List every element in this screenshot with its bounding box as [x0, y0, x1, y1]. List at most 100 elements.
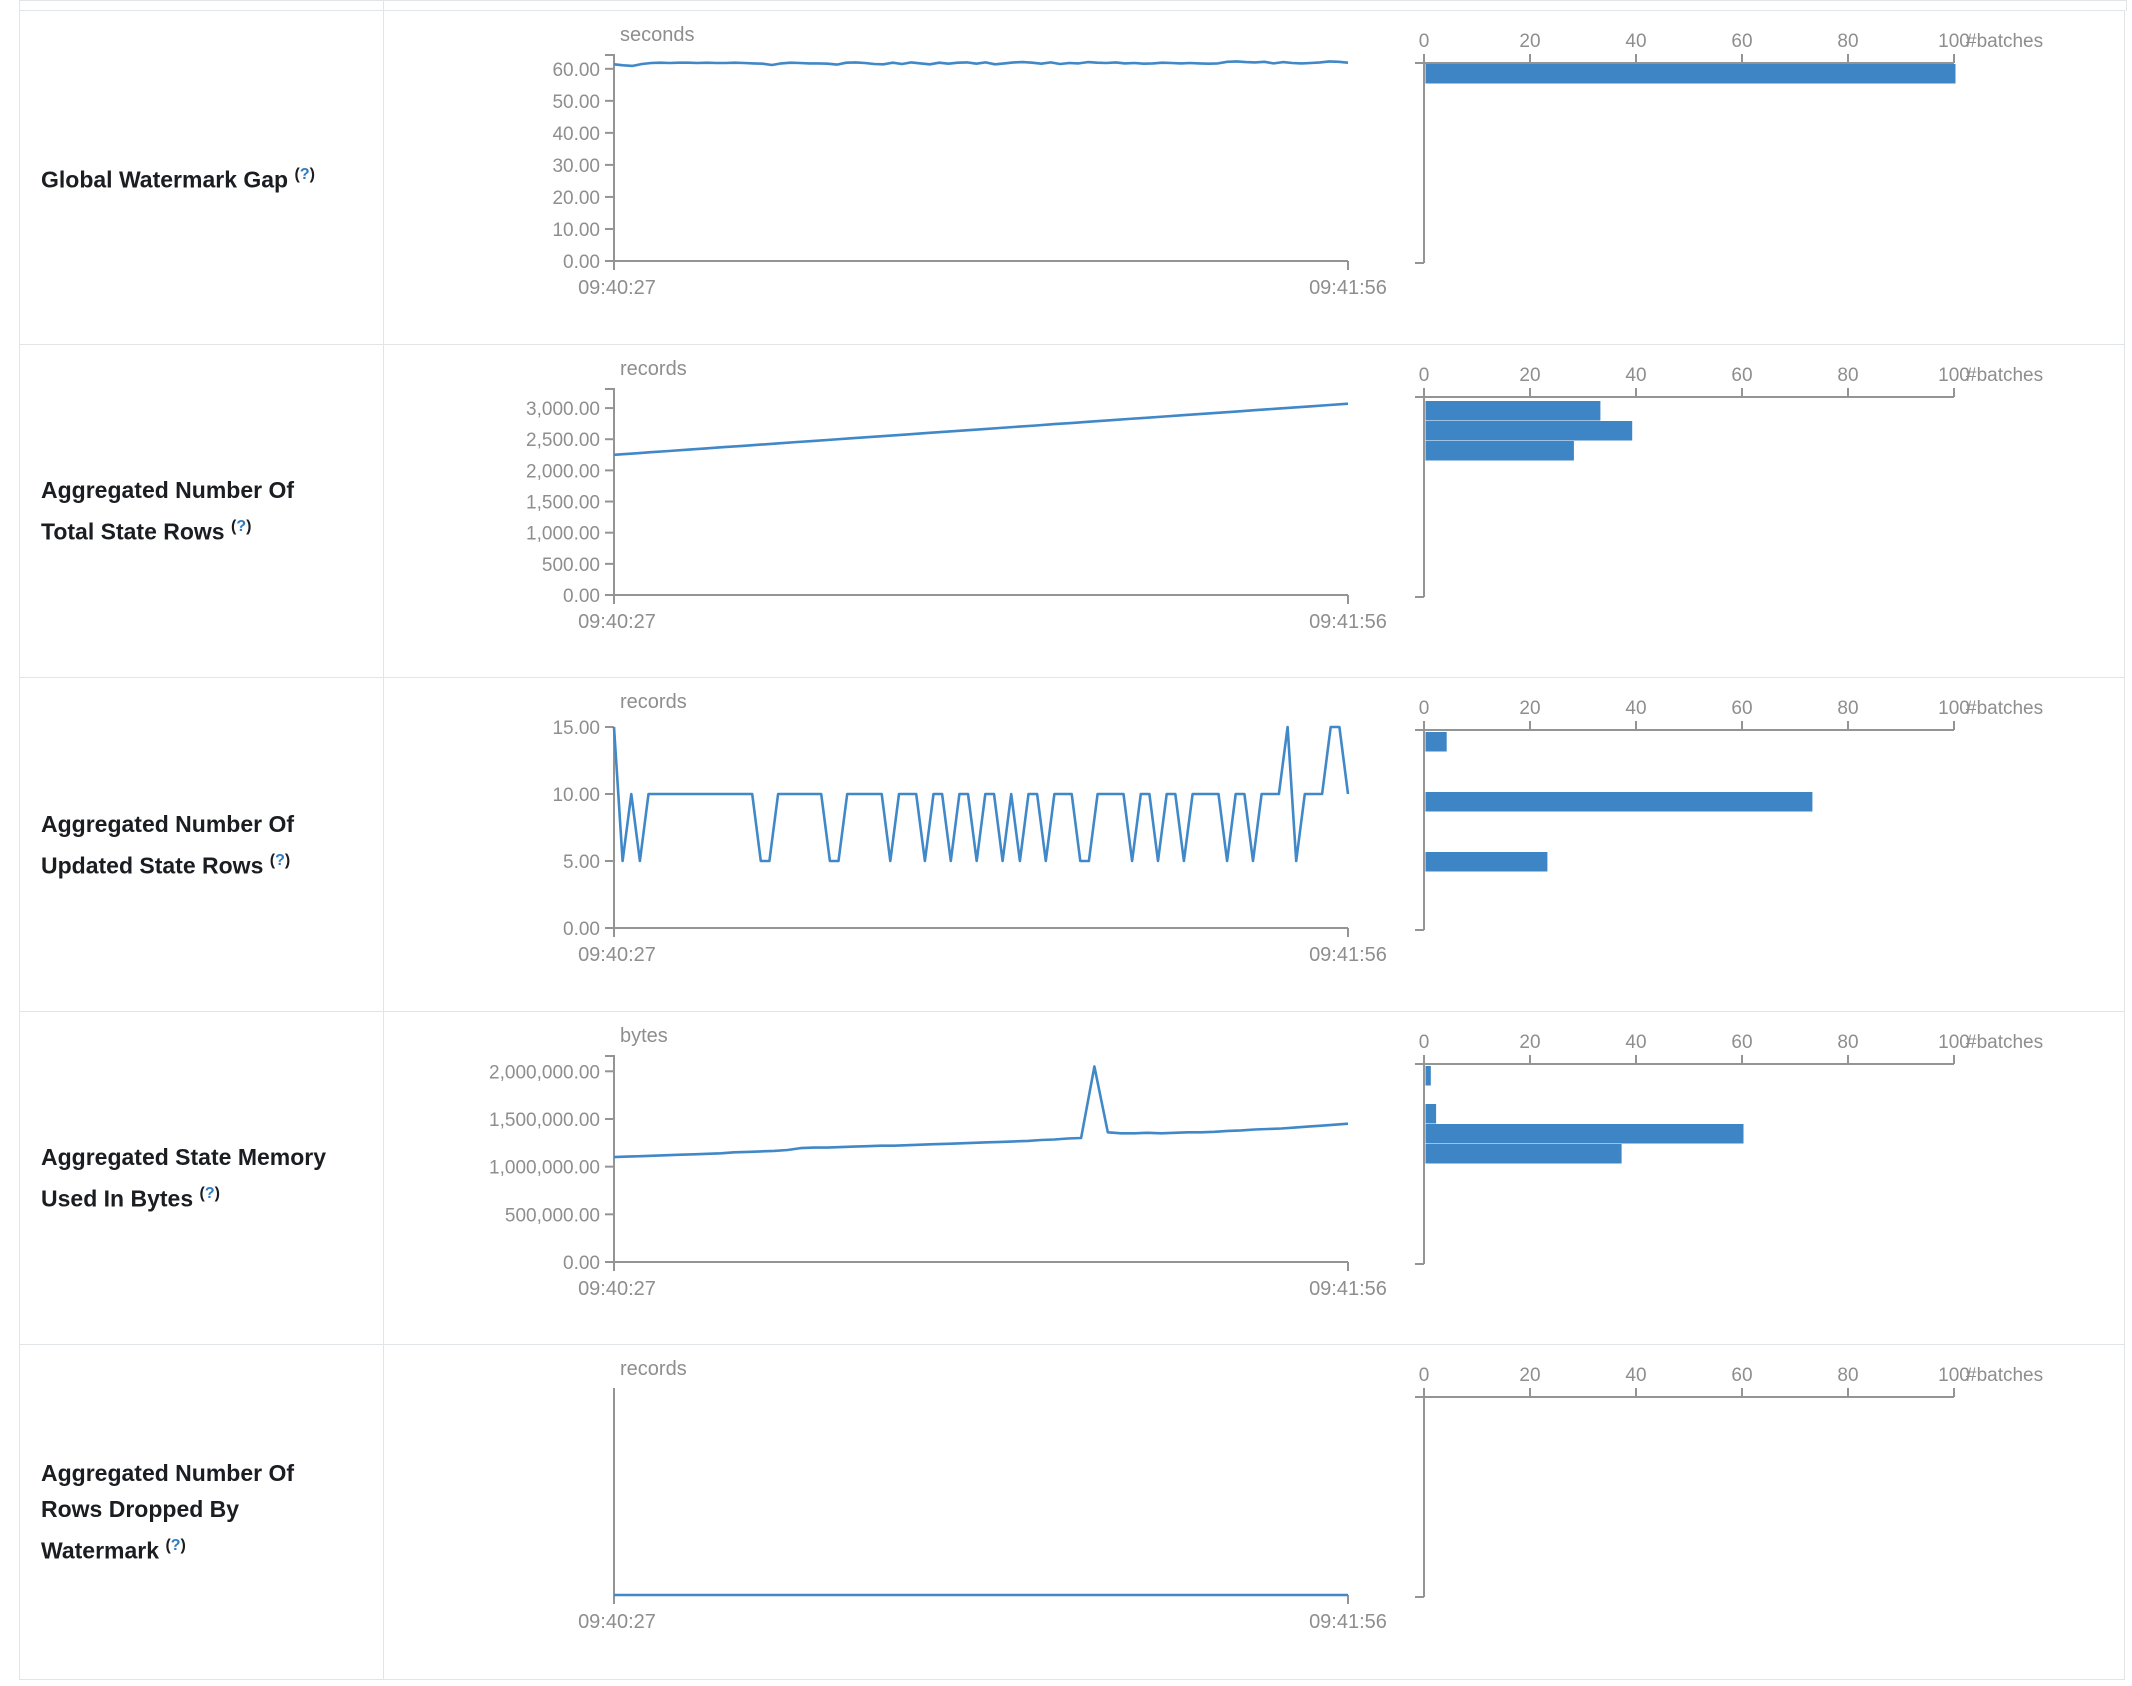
streaming-metrics-table: Global Watermark Gap (?) seconds 60.00 50.… [19, 10, 2125, 1680]
metric-charts-cell: records 15.00 10.00 5.00 0.00 09:40:27 09:41:5… [384, 678, 2127, 1011]
x-axis-start-label: 09:40:27 [578, 1611, 656, 1633]
y-tick-label: 40.00 [552, 124, 600, 145]
y-axis-unit-label: records [620, 358, 687, 380]
timeline-chart: records 09:40:27 09:41:56 [578, 1358, 1387, 1633]
histogram-tick-label: 100 [1938, 698, 1970, 719]
histogram-bar [1425, 852, 1548, 872]
x-axis-end-label: 09:41:56 [1309, 1611, 1387, 1633]
timeline-chart: bytes 2,000,000.00 1,500,000.00 1,000,000.0… [489, 1025, 1387, 1300]
histogram-chart: 0 20 40 60 80 100#batches [1415, 1365, 2043, 1599]
y-tick-label: 3,000.00 [526, 399, 600, 420]
histogram-chart: 0 20 40 60 80 100#batches [1415, 698, 2043, 932]
y-tick-label: 1,000,000.00 [489, 1157, 600, 1178]
help-link[interactable]: (?) [165, 1537, 186, 1555]
y-tick-label: 10.00 [552, 785, 600, 806]
metric-charts-cell: records 3,000.00 2,500.00 2,000.00 1,500.00 1… [384, 345, 2127, 678]
histogram-tick-label: 40 [1625, 698, 1646, 719]
timeline-chart: seconds 60.00 50.00 40.00 30.00 20.00 10.00 0.0… [552, 24, 1386, 299]
metric-charts-cell: seconds 60.00 50.00 40.00 30.00 20.00 10.00 0.0… [384, 11, 2127, 344]
histogram-tick-label: 20 [1519, 1032, 1540, 1053]
y-tick-label: 500,000.00 [505, 1205, 600, 1226]
histogram-tick-label: 40 [1625, 365, 1646, 386]
histogram-bar [1425, 440, 1574, 461]
y-tick-label: 1,500,000.00 [489, 1110, 600, 1131]
metric-row-5: Aggregated Number Of Rows Dropped By Wat… [20, 1345, 2124, 1679]
histogram-tick-label: 100 [1938, 31, 1970, 52]
metric-label-cell: Aggregated Number Of Total State Rows (?… [20, 344, 384, 678]
histogram-tick-label: 0 [1419, 365, 1430, 386]
x-axis-end-label: 09:41:56 [1309, 1278, 1387, 1300]
y-tick-label: 60.00 [552, 60, 600, 81]
y-tick-label: 20.00 [552, 188, 600, 209]
previous-row-edge [19, 0, 2127, 11]
histogram-tick-label: 100 [1938, 365, 1970, 386]
metric-name: Aggregated Number Of Updated State Rows … [41, 810, 295, 879]
histogram-tick-label: 60 [1731, 1365, 1752, 1386]
histogram-tick-label: 40 [1625, 1365, 1646, 1386]
metric-charts-cell: records 09:40:27 09:41:56 0 20 40 60 80 100 #bat… [384, 1345, 2127, 1679]
histogram-tick-label: 80 [1837, 365, 1858, 386]
y-tick-label: 5.00 [563, 852, 600, 873]
y-tick-label: 10.00 [552, 220, 600, 241]
histogram-tick-label: 100 [1938, 1365, 1970, 1386]
y-tick-label: 500.00 [542, 554, 600, 575]
y-tick-label: 0.00 [563, 586, 600, 607]
help-question-icon: ? [170, 1537, 181, 1555]
y-tick-label: 30.00 [552, 156, 600, 177]
timeline-chart: records 15.00 10.00 5.00 0.00 09:40:27 09:41:5… [552, 691, 1387, 966]
metric-label-cell: Aggregated Number Of Rows Dropped By Wat… [20, 1345, 384, 1679]
histogram-bar [1425, 792, 1813, 812]
y-tick-label: 0.00 [563, 919, 600, 940]
histogram-tick-label: 60 [1731, 31, 1752, 52]
x-axis-start-label: 09:40:27 [578, 944, 656, 966]
histogram-chart: 0 20 40 60 80 100#batches [1415, 365, 2043, 598]
y-tick-label: 1,000.00 [526, 523, 600, 544]
histogram-tick-label: 60 [1731, 698, 1752, 719]
metric-row-2: Aggregated Number Of Total State Rows (?… [20, 344, 2127, 679]
histogram-unit-label: #batches [1966, 365, 2043, 386]
histogram-tick-label: 20 [1519, 698, 1540, 719]
histogram-bar [1425, 1143, 1622, 1164]
histogram-bar [1425, 64, 1956, 84]
metric-label-cell: Global Watermark Gap (?) [20, 11, 384, 344]
histogram-unit-label: #batches [1966, 31, 2043, 52]
metric-name: Aggregated State Memory Used In Bytes (?… [41, 1144, 327, 1212]
histogram-chart: 0 20 40 60 80 100#batches [1415, 1032, 2043, 1265]
metric-name: Aggregated Number Of Rows Dropped By Wat… [41, 1460, 295, 1564]
histogram-bar [1425, 420, 1633, 441]
metric-charts-cell: bytes 2,000,000.00 1,500,000.00 1,000,000.0… [384, 1012, 2127, 1345]
histogram-tick-label: 80 [1837, 31, 1858, 52]
help-link[interactable]: (?) [231, 518, 252, 536]
histogram-tick-label: 0 [1419, 31, 1430, 52]
y-tick-label: 0.00 [563, 252, 600, 273]
histogram-tick-label: 60 [1731, 1032, 1752, 1053]
metric-line-series [613, 60, 1349, 68]
metric-row-4: Aggregated State Memory Used In Bytes (?… [20, 1011, 2127, 1346]
help-question-icon: ? [236, 518, 247, 536]
y-tick-label: 15.00 [552, 718, 600, 739]
metric-row-1: Global Watermark Gap (?) seconds 60.00 50.… [20, 11, 2124, 345]
histogram-tick-label: 0 [1419, 698, 1430, 719]
histogram-bar [1425, 1123, 1744, 1144]
help-question-icon: ? [275, 851, 285, 869]
metric-line-series [613, 1064, 1349, 1159]
metric-label-cell: Aggregated Number Of Updated State Rows … [20, 678, 384, 1011]
histogram-bar [1425, 732, 1447, 752]
help-link[interactable]: (?) [269, 851, 291, 869]
y-tick-label: 2,500.00 [526, 430, 600, 451]
help-question-icon: ? [204, 1185, 215, 1203]
metric-name: Aggregated Number Of Total State Rows (?… [41, 477, 295, 545]
y-axis-unit-label: seconds [620, 24, 695, 46]
histogram-bar [1425, 1103, 1437, 1124]
histogram-unit-label: #batches [1966, 1365, 2043, 1386]
histogram-tick-label: 60 [1731, 365, 1752, 386]
help-link[interactable]: (?) [294, 166, 315, 184]
help-link[interactable]: (?) [199, 1185, 220, 1203]
y-axis-unit-label: records [620, 691, 687, 713]
y-tick-label: 2,000.00 [526, 461, 600, 482]
column-divider [383, 1, 384, 11]
histogram-bar [1425, 400, 1601, 421]
histogram-tick-label: 20 [1519, 365, 1540, 386]
x-axis-end-label: 09:41:56 [1309, 944, 1387, 966]
x-axis-start-label: 09:40:27 [578, 277, 656, 299]
